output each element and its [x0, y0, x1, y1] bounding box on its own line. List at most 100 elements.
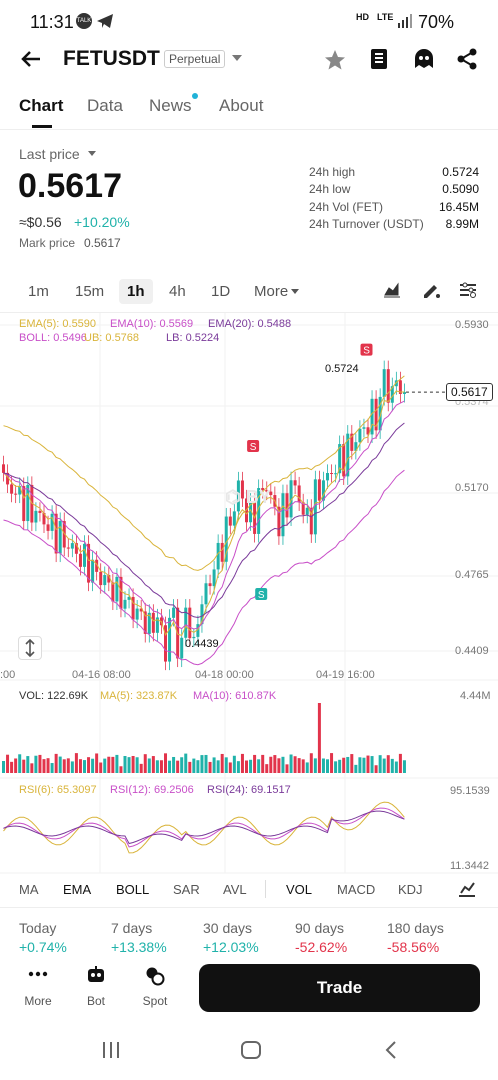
- volume-bar: [232, 755, 236, 773]
- volume-bar: [265, 764, 269, 773]
- candle: [224, 516, 228, 562]
- back-nav-icon[interactable]: [380, 1040, 402, 1060]
- volume-bar: [277, 758, 281, 773]
- timeframe-more[interactable]: More: [254, 283, 289, 300]
- last-price-dropdown-icon[interactable]: [88, 151, 96, 157]
- divider: [265, 880, 266, 898]
- tab-about[interactable]: About: [219, 96, 264, 115]
- tab-news[interactable]: News: [149, 96, 192, 115]
- rsi6-line: [3, 801, 405, 854]
- price-change: +10.20%: [74, 214, 130, 230]
- indicator-kdj[interactable]: KDJ: [398, 882, 423, 897]
- book-icon[interactable]: [369, 48, 389, 70]
- divider: [0, 907, 498, 908]
- indicator-macd[interactable]: MACD: [337, 882, 376, 897]
- timeframe-1d[interactable]: 1D: [211, 283, 231, 300]
- volume-bar: [99, 762, 103, 773]
- trade-button[interactable]: Trade: [199, 964, 480, 1012]
- more-dropdown-icon[interactable]: [291, 289, 299, 295]
- rsi12-label: RSI(12): 69.2506: [110, 784, 194, 796]
- timeframe-1h[interactable]: 1h: [119, 279, 153, 304]
- low-price-marker: 0.4439: [185, 638, 219, 650]
- rsi12-line: [3, 807, 405, 848]
- candle: [269, 491, 273, 496]
- timeframe-15m[interactable]: 15m: [75, 283, 105, 300]
- chart-type-icon[interactable]: [383, 281, 401, 299]
- status-time: 11:31: [30, 12, 74, 32]
- timeframe-4h[interactable]: 4h: [169, 283, 186, 300]
- volume-bar: [131, 755, 135, 773]
- ghost-icon[interactable]: [413, 48, 435, 70]
- perf-label: 7 days: [111, 920, 153, 936]
- draw-pencil-icon[interactable]: [421, 280, 441, 300]
- volume-bar: [366, 755, 370, 773]
- volume-bar: [42, 759, 46, 773]
- candle: [58, 521, 62, 554]
- volume-bar: [301, 759, 305, 773]
- signal-box: [255, 588, 268, 601]
- candle: [342, 444, 346, 477]
- candle: [188, 607, 192, 639]
- favorite-star-icon[interactable]: [324, 49, 346, 71]
- perf-value: +13.38%: [111, 939, 167, 955]
- sell-signal: S: [247, 440, 260, 453]
- more-dots-icon[interactable]: [28, 970, 48, 978]
- indicator-ma[interactable]: MA: [19, 882, 39, 897]
- indicator-avl[interactable]: AVL: [223, 882, 247, 897]
- x-tick-label: 04-16 08:00: [72, 669, 131, 681]
- last-price-label[interactable]: Last price: [19, 146, 80, 162]
- x-tick-label: :00: [0, 669, 16, 681]
- tab-data[interactable]: Data: [87, 96, 123, 115]
- current-price-tag: 0.5617: [446, 383, 493, 401]
- volume-bar: [66, 758, 70, 773]
- chart-settings-icon[interactable]: [459, 281, 477, 299]
- volume-bar: [103, 758, 107, 773]
- candle: [103, 575, 107, 586]
- indicator-vol[interactable]: VOL: [286, 882, 313, 897]
- timeframe-1m[interactable]: 1m: [28, 283, 49, 300]
- spot-button[interactable]: Spot: [142, 994, 168, 1008]
- volume-bar: [370, 756, 374, 773]
- candle: [293, 480, 297, 486]
- kline-chart[interactable]: S S S ⌬ BY: [0, 313, 498, 878]
- bot-icon[interactable]: [86, 966, 106, 984]
- indicator-settings-icon[interactable]: [458, 881, 476, 897]
- symbol-title[interactable]: FETUSDT: [63, 47, 160, 70]
- volume-bar: [220, 753, 224, 773]
- perpetual-badge: Perpetual: [164, 50, 226, 68]
- lte-indicator: LTE: [377, 12, 394, 22]
- volume-bar: [382, 758, 386, 773]
- candle: [10, 484, 14, 494]
- telegram-icon: [97, 14, 113, 28]
- bot-button[interactable]: Bot: [86, 994, 105, 1008]
- volume-bar: [22, 759, 26, 773]
- symbol-dropdown-icon[interactable]: [232, 54, 242, 62]
- candle: [135, 608, 139, 620]
- candle: [107, 575, 111, 583]
- recent-apps-icon[interactable]: [100, 1040, 122, 1060]
- share-icon[interactable]: [456, 48, 478, 70]
- watermark-logo: ⌬ BY: [225, 487, 271, 507]
- volume-bar: [180, 757, 184, 773]
- vol-ma5-label: MA(5): 323.87K: [100, 690, 178, 702]
- volume-bar: [34, 755, 38, 773]
- volume-bar: [172, 756, 176, 773]
- more-button[interactable]: More: [24, 994, 52, 1008]
- home-icon[interactable]: [240, 1040, 262, 1060]
- buy-signal: S: [255, 588, 268, 601]
- volume-bar: [334, 761, 338, 773]
- indicator-sar[interactable]: SAR: [173, 882, 200, 897]
- tab-active-indicator: [32, 125, 52, 128]
- y-tick-label: 0.4409: [455, 645, 489, 657]
- candle: [366, 427, 370, 435]
- candle: [6, 472, 10, 485]
- volume-bar: [30, 763, 34, 773]
- tab-chart[interactable]: Chart: [19, 96, 64, 115]
- volume-bar: [10, 761, 14, 773]
- indicator-boll[interactable]: BOLL: [116, 882, 150, 897]
- spot-icon[interactable]: [145, 966, 165, 986]
- back-arrow-icon[interactable]: [20, 48, 42, 70]
- volume-bar: [168, 760, 172, 773]
- expand-chart-button[interactable]: [18, 636, 42, 660]
- indicator-ema[interactable]: EMA: [63, 882, 92, 897]
